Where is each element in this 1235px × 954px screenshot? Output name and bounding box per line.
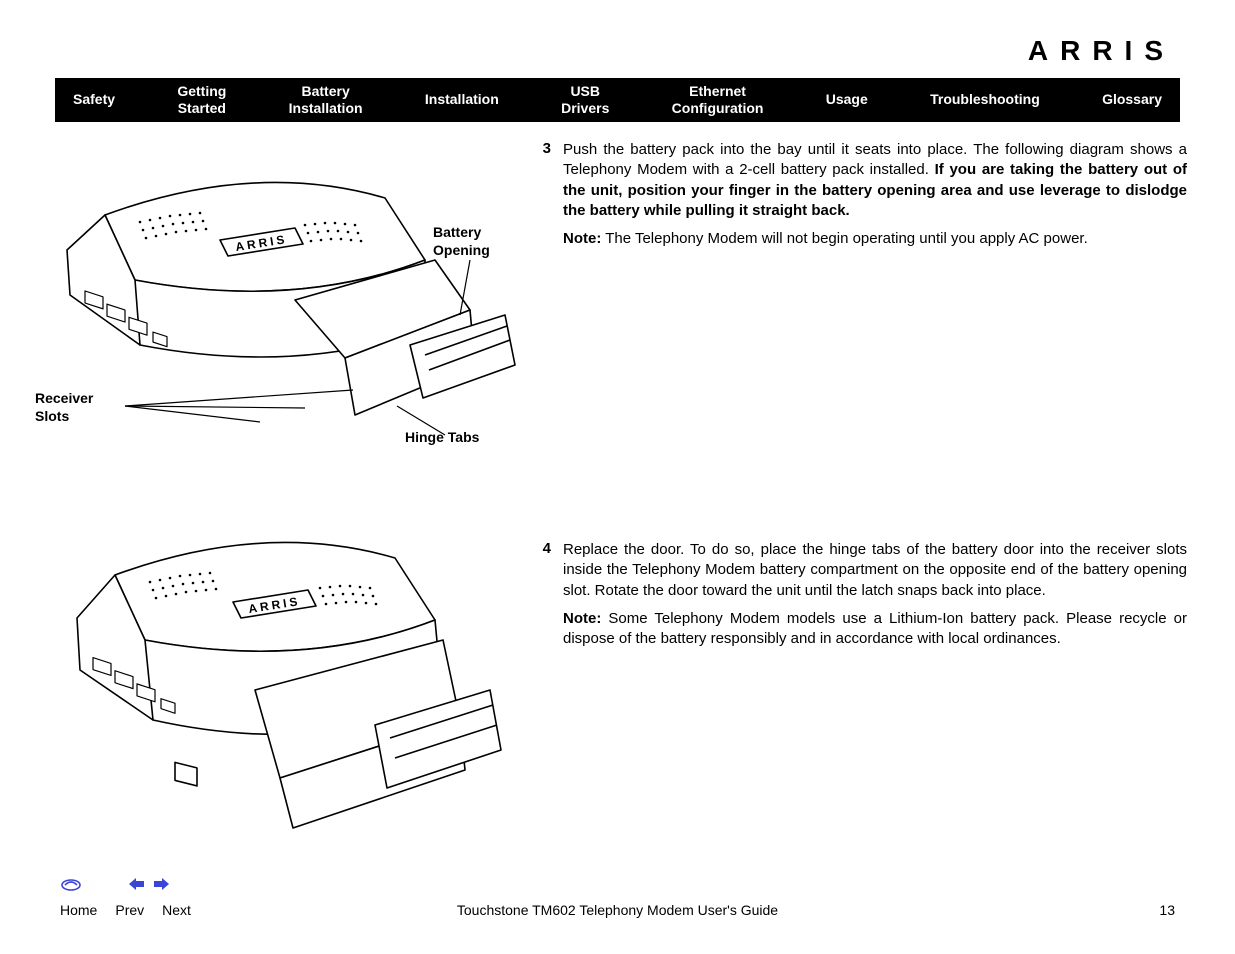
step-3-note-text: The Telephony Modem will not begin opera… <box>601 230 1087 247</box>
callout-hinge-tabs: Hinge Tabs <box>405 429 479 447</box>
nav-glossary[interactable]: Glossary <box>1102 91 1162 109</box>
nav-installation[interactable]: Installation <box>425 91 499 109</box>
home-icon[interactable] <box>60 876 82 895</box>
callout-battery-opening: Battery Opening <box>433 224 490 259</box>
step-3-paragraph: Push the battery pack into the bay until… <box>563 140 1187 221</box>
nav-getting-started[interactable]: Getting Started <box>177 83 226 118</box>
nav-usage[interactable]: Usage <box>826 91 868 109</box>
step-3-number: 3 <box>535 140 563 157</box>
step-3-row: Battery Opening Receiver Slots Hinge Tab… <box>35 140 1187 460</box>
page-footer: Home Prev Next Touchstone TM602 Telephon… <box>60 876 1175 926</box>
step-4-note-label: Note: <box>563 610 601 627</box>
figure-1-diagram: ARRIS <box>45 140 525 460</box>
figure-2-container: ARRIS <box>35 510 535 840</box>
figure-2-diagram: ARRIS <box>45 510 525 840</box>
step-3-note: Note: The Telephony Modem will not begin… <box>563 229 1187 249</box>
step-4-paragraph: Replace the door. To do so, place the hi… <box>563 540 1187 601</box>
nav-ethernet-configuration[interactable]: Ethernet Configuration <box>672 83 764 118</box>
next-icon[interactable] <box>152 877 170 894</box>
prev-icon[interactable] <box>128 877 146 894</box>
step-4-note-text: Some Telephony Modem models use a Lithiu… <box>563 610 1187 647</box>
nav-usb-drivers[interactable]: USB Drivers <box>561 83 609 118</box>
top-navbar: Safety Getting Started Battery Installat… <box>55 78 1180 122</box>
footer-page-number: 13 <box>1159 902 1175 918</box>
step-4-note: Note: Some Telephony Modem models use a … <box>563 609 1187 650</box>
step-3-text: 3 Push the battery pack into the bay unt… <box>535 140 1187 257</box>
step-3-note-label: Note: <box>563 230 601 247</box>
step-4-text: 4 Replace the door. To do so, place the … <box>535 510 1187 657</box>
nav-troubleshooting[interactable]: Troubleshooting <box>930 91 1040 109</box>
brand-logo: ARRIS <box>1028 35 1175 67</box>
page-content: Battery Opening Receiver Slots Hinge Tab… <box>35 140 1187 854</box>
callout-receiver-slots: Receiver Slots <box>35 390 93 425</box>
nav-battery-installation[interactable]: Battery Installation <box>289 83 363 118</box>
step-4-number: 4 <box>535 540 563 557</box>
figure-1-container: Battery Opening Receiver Slots Hinge Tab… <box>35 140 535 460</box>
nav-safety[interactable]: Safety <box>73 91 115 109</box>
footer-doc-title: Touchstone TM602 Telephony Modem User's … <box>60 902 1175 918</box>
step-4-row: ARRIS 4 Replace the door. To do so, plac… <box>35 510 1187 840</box>
